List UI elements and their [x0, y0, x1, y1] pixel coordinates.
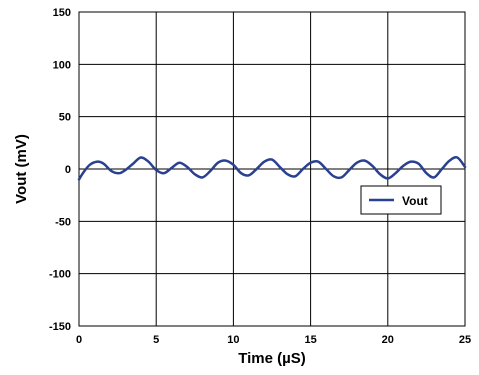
x-tick-label: 5 [153, 334, 159, 346]
y-axis-label: Vout (mV) [13, 134, 30, 204]
grid-lines [78, 11, 466, 327]
x-tick-label: 25 [459, 334, 471, 346]
y-tick-label: 100 [53, 59, 71, 71]
y-tick-label: -150 [49, 321, 71, 333]
x-tick-label: 0 [76, 334, 82, 346]
y-tick-label: -50 [55, 216, 71, 228]
x-tick-labels: 0 5 10 15 20 25 [76, 334, 471, 346]
y-tick-label: 50 [59, 112, 71, 124]
x-tick-label: 15 [304, 334, 316, 346]
x-tick-label: 10 [227, 334, 239, 346]
series-line-vout [77, 155, 467, 181]
y-tick-label: -100 [49, 269, 71, 281]
y-tick-labels: -150 -100 -50 0 50 100 150 [49, 7, 71, 333]
series-group [77, 155, 467, 181]
x-axis-label: Time (µS) [238, 350, 306, 367]
y-tick-label: 150 [53, 7, 71, 19]
legend: Vout [360, 185, 442, 215]
x-tick-label: 20 [382, 334, 394, 346]
y-tick-label: 0 [65, 164, 71, 176]
plot-area [78, 11, 466, 327]
legend-label-vout: Vout [402, 194, 428, 208]
